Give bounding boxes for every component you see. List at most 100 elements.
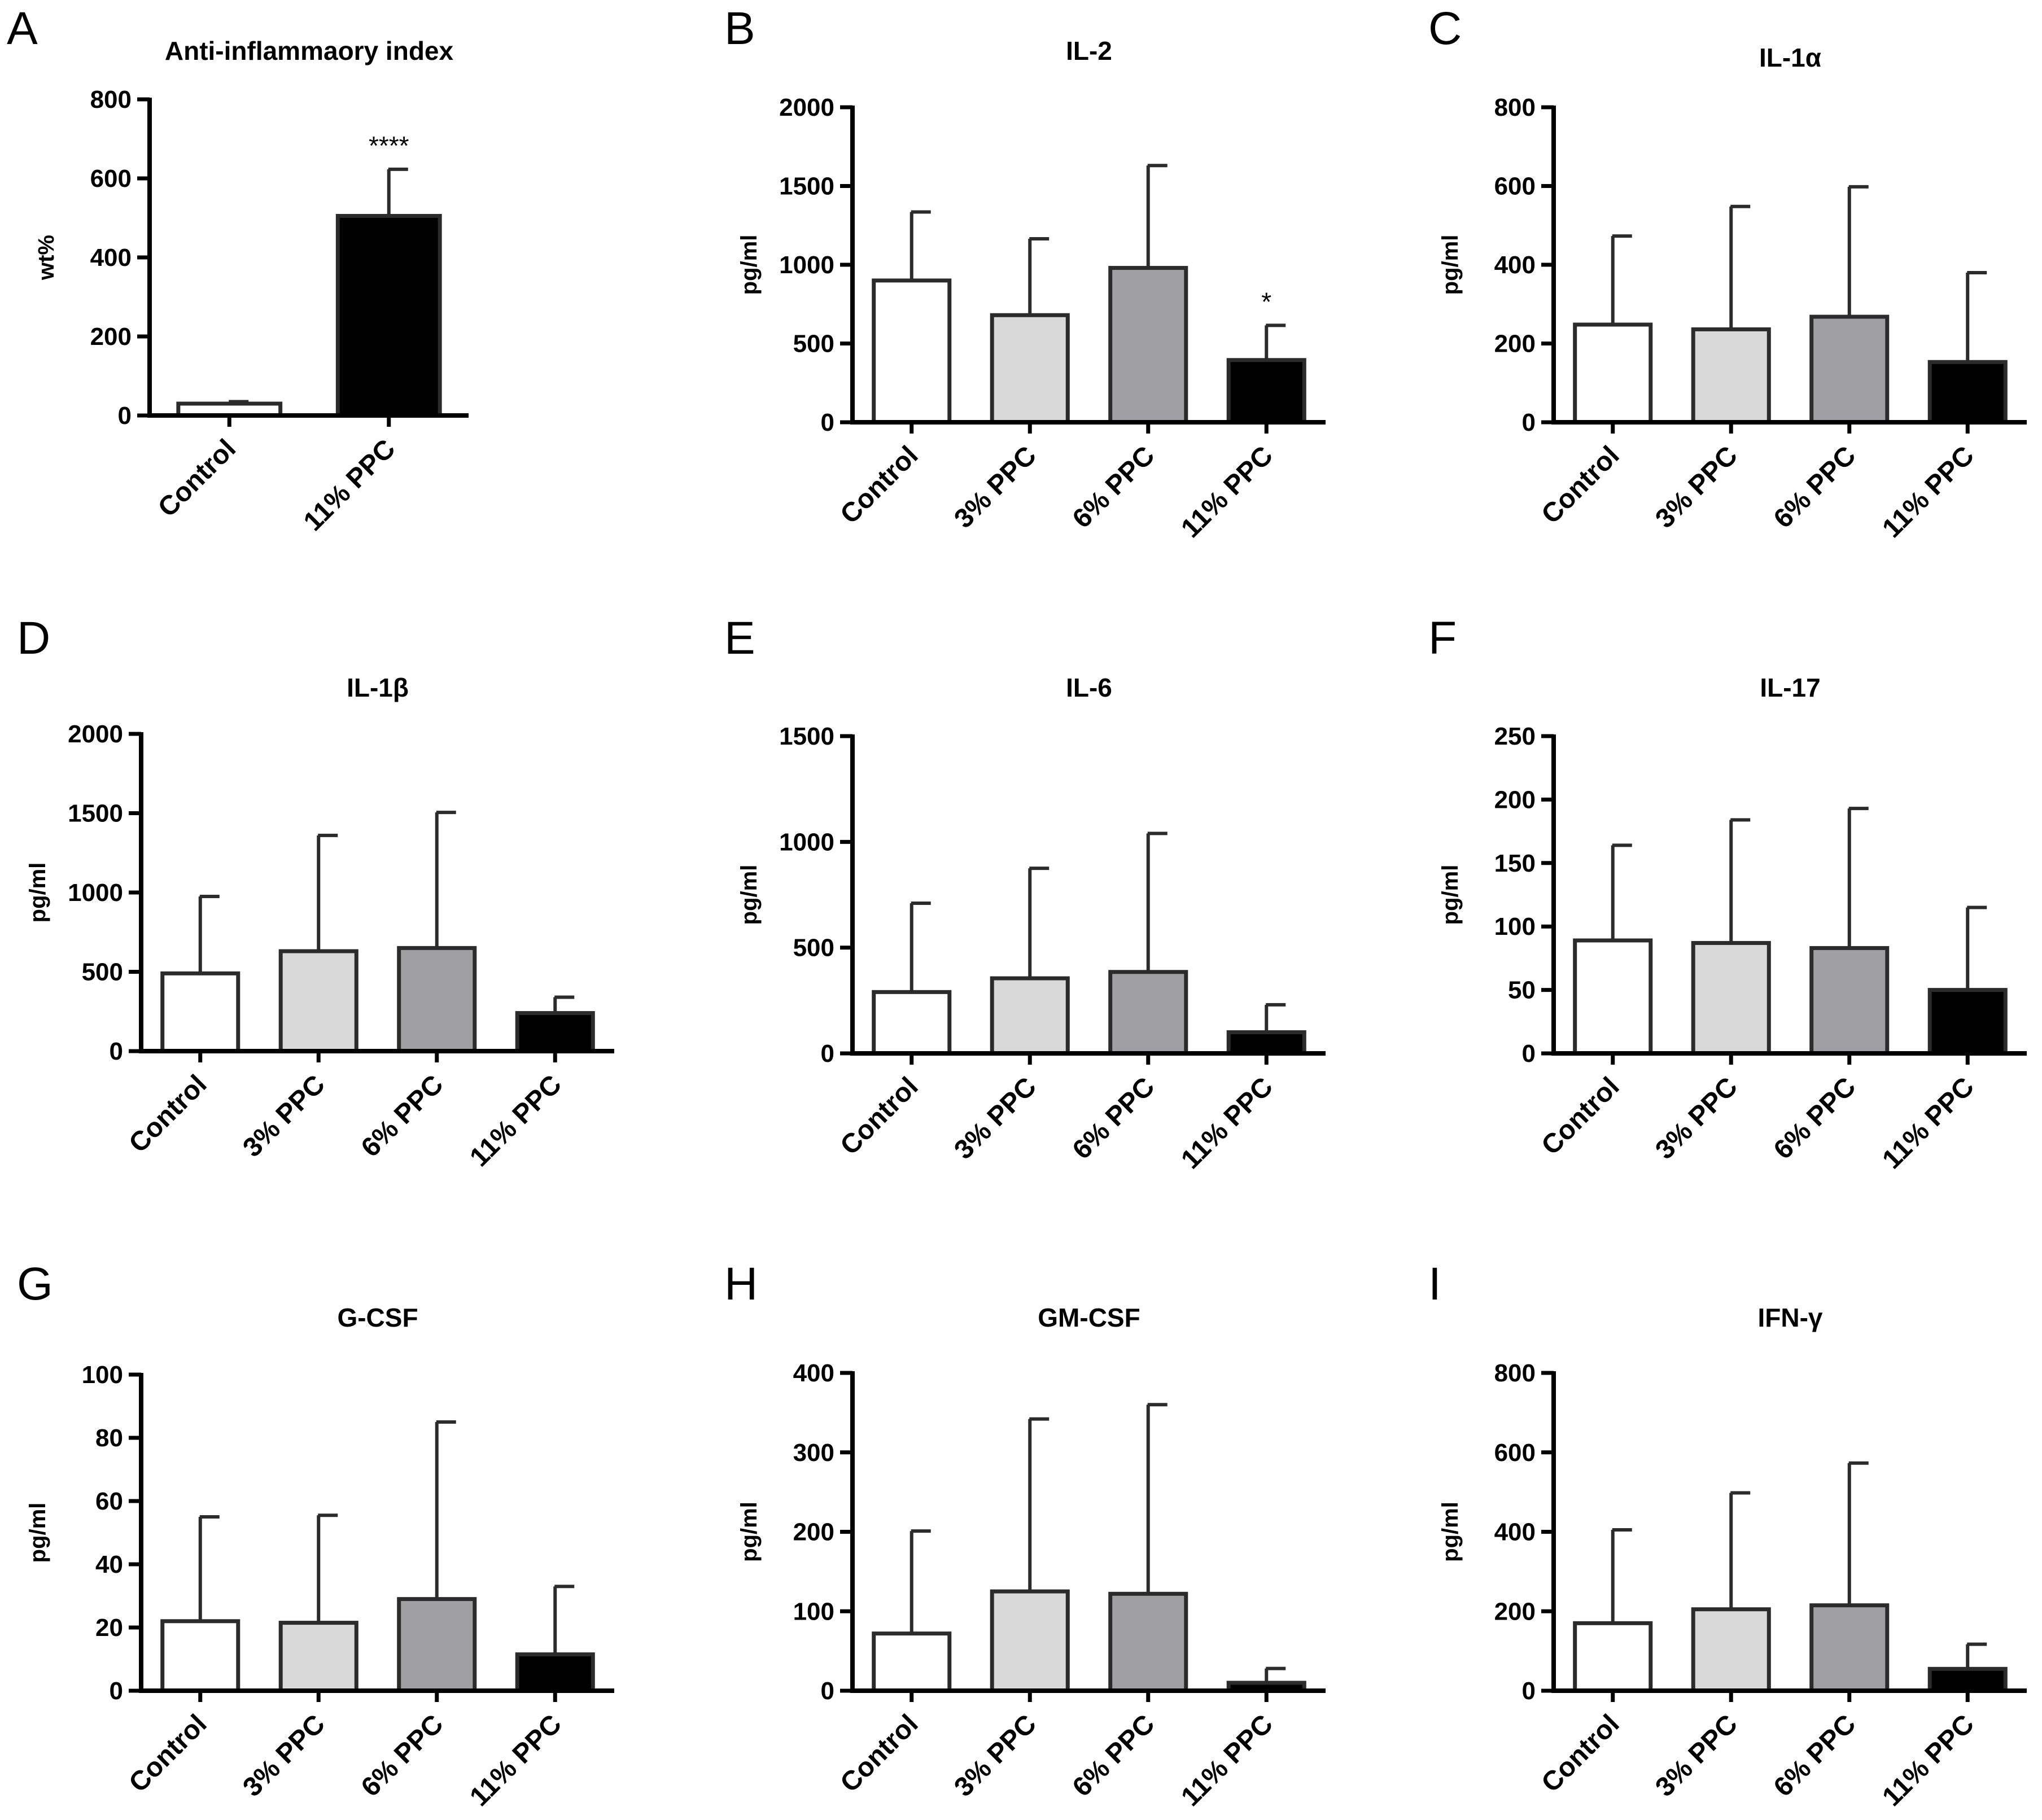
x-category-label: Control [834, 1071, 924, 1161]
y-tick-label: 1500 [68, 800, 123, 828]
panel-g: G G-CSF pg/ml 0 20 40 60 80 100 Control 3% PPC 6% P… [17, 1258, 614, 1812]
y-tick-label: 400 [793, 1359, 834, 1387]
bar-group [1573, 843, 1653, 1056]
y-tick-label: 100 [793, 1598, 834, 1625]
x-category-label: 11% PPC [298, 434, 401, 537]
x-category-label: Control [123, 1069, 212, 1158]
y-tick-label: 0 [1522, 409, 1536, 436]
bar-group [278, 1513, 358, 1693]
bar [1108, 970, 1188, 1056]
panel-letter: G [17, 1258, 53, 1310]
chart-title: IFN-γ [1758, 1303, 1823, 1332]
x-category-label: 3% PPC [1650, 1071, 1743, 1165]
y-tick-label: 60 [95, 1488, 123, 1515]
x-category-label: 3% PPC [948, 1071, 1042, 1165]
y-tick-label: 200 [793, 1519, 834, 1546]
bar [278, 949, 358, 1053]
panel-letter: I [1428, 1258, 1441, 1310]
x-category-label: 11% PPC [1175, 1709, 1279, 1812]
y-tick-label: 1500 [779, 173, 834, 200]
panel-letter: B [724, 3, 755, 54]
bar [1809, 314, 1890, 425]
bar [1573, 1621, 1653, 1693]
y-tick-label: 2000 [68, 720, 123, 748]
y-tick-label: 80 [95, 1424, 123, 1452]
bar [397, 946, 477, 1053]
panels: A Anti-inflammaory indexwt%0200400600800C… [7, 3, 2027, 1812]
bar-group [1108, 164, 1188, 425]
panel-letter: C [1428, 3, 1462, 54]
y-axis-label: wt% [34, 235, 59, 281]
bar [1809, 1603, 1890, 1693]
x-category-label: Control [1536, 440, 1625, 530]
bar [278, 1621, 358, 1693]
x-category-label: 3% PPC [948, 1709, 1042, 1803]
bar [160, 971, 241, 1053]
bar-group [1226, 323, 1306, 425]
bar-group [1691, 204, 1771, 425]
bar [872, 1631, 952, 1693]
y-tick-label: 200 [90, 323, 132, 351]
y-tick-label: 250 [1494, 723, 1536, 750]
bar-group [397, 1420, 477, 1693]
x-category-label: 3% PPC [1650, 1709, 1743, 1803]
y-tick-label: 0 [821, 409, 834, 436]
y-tick-label: 200 [1494, 786, 1536, 813]
y-tick-label: 100 [82, 1361, 123, 1389]
x-category-label: 3% PPC [1650, 440, 1743, 534]
y-tick-label: 0 [821, 1040, 834, 1068]
y-tick-label: 0 [821, 1677, 834, 1705]
bar-group [335, 167, 442, 418]
y-axis-label: pg/ml [737, 865, 762, 925]
y-tick-label: 800 [1494, 1359, 1536, 1387]
chart-title: IL-1α [1759, 43, 1821, 72]
bar-group [1573, 1528, 1653, 1693]
y-tick-label: 0 [118, 402, 132, 430]
y-axis-label: pg/ml [737, 235, 762, 295]
y-tick-label: 600 [90, 165, 132, 193]
bar-group [872, 1529, 952, 1693]
bar [990, 976, 1070, 1056]
y-axis-label: pg/ml [25, 863, 50, 923]
bar [872, 278, 952, 425]
y-tick-label: 500 [793, 934, 834, 962]
x-category-label: 6% PPC [1768, 1709, 1862, 1803]
bar-group [1108, 832, 1188, 1056]
bar-group [1809, 185, 1890, 425]
panel-letter: H [724, 1258, 758, 1310]
y-tick-label: 40 [95, 1551, 123, 1578]
y-tick-label: 0 [110, 1677, 123, 1705]
y-tick-label: 600 [1494, 173, 1536, 200]
bar [990, 313, 1070, 425]
bar [1573, 322, 1653, 425]
bar [160, 1619, 241, 1693]
y-tick-label: 800 [1494, 94, 1536, 121]
y-tick-label: 500 [82, 959, 123, 986]
x-category-label: 11% PPC [464, 1069, 567, 1172]
y-tick-label: 20 [95, 1614, 123, 1642]
bar [1226, 358, 1306, 425]
bar [1573, 938, 1653, 1056]
bar-group [1927, 905, 2008, 1056]
y-tick-label: 400 [90, 244, 132, 272]
y-axis-label: pg/ml [1438, 865, 1463, 925]
y-tick-label: 1000 [779, 251, 834, 279]
bar-group [278, 833, 358, 1053]
x-category-label: 6% PPC [1067, 1071, 1161, 1165]
bar [1691, 940, 1771, 1056]
panel-h: H GM-CSF pg/ml 0 100 200 300 400 Control 3% PPC 6%… [724, 1258, 1326, 1812]
x-category-label: 3% PPC [237, 1069, 331, 1163]
y-tick-label: 400 [1494, 251, 1536, 279]
chart-title: IL-2 [1066, 36, 1112, 65]
x-category-label: 3% PPC [948, 440, 1042, 534]
x-category-label: 3% PPC [237, 1709, 331, 1803]
significance-marker: **** [369, 131, 409, 160]
y-tick-label: 0 [110, 1038, 123, 1065]
x-category-label: 6% PPC [1768, 440, 1862, 534]
chart-title: GM-CSF [1038, 1303, 1140, 1332]
bar-group [160, 1515, 241, 1693]
bar-group [990, 237, 1070, 425]
panel-e: E IL-6 pg/ml 0 500 1000 1500 Control 3% PPC 6% PP… [724, 613, 1326, 1175]
bar-group [397, 811, 477, 1053]
